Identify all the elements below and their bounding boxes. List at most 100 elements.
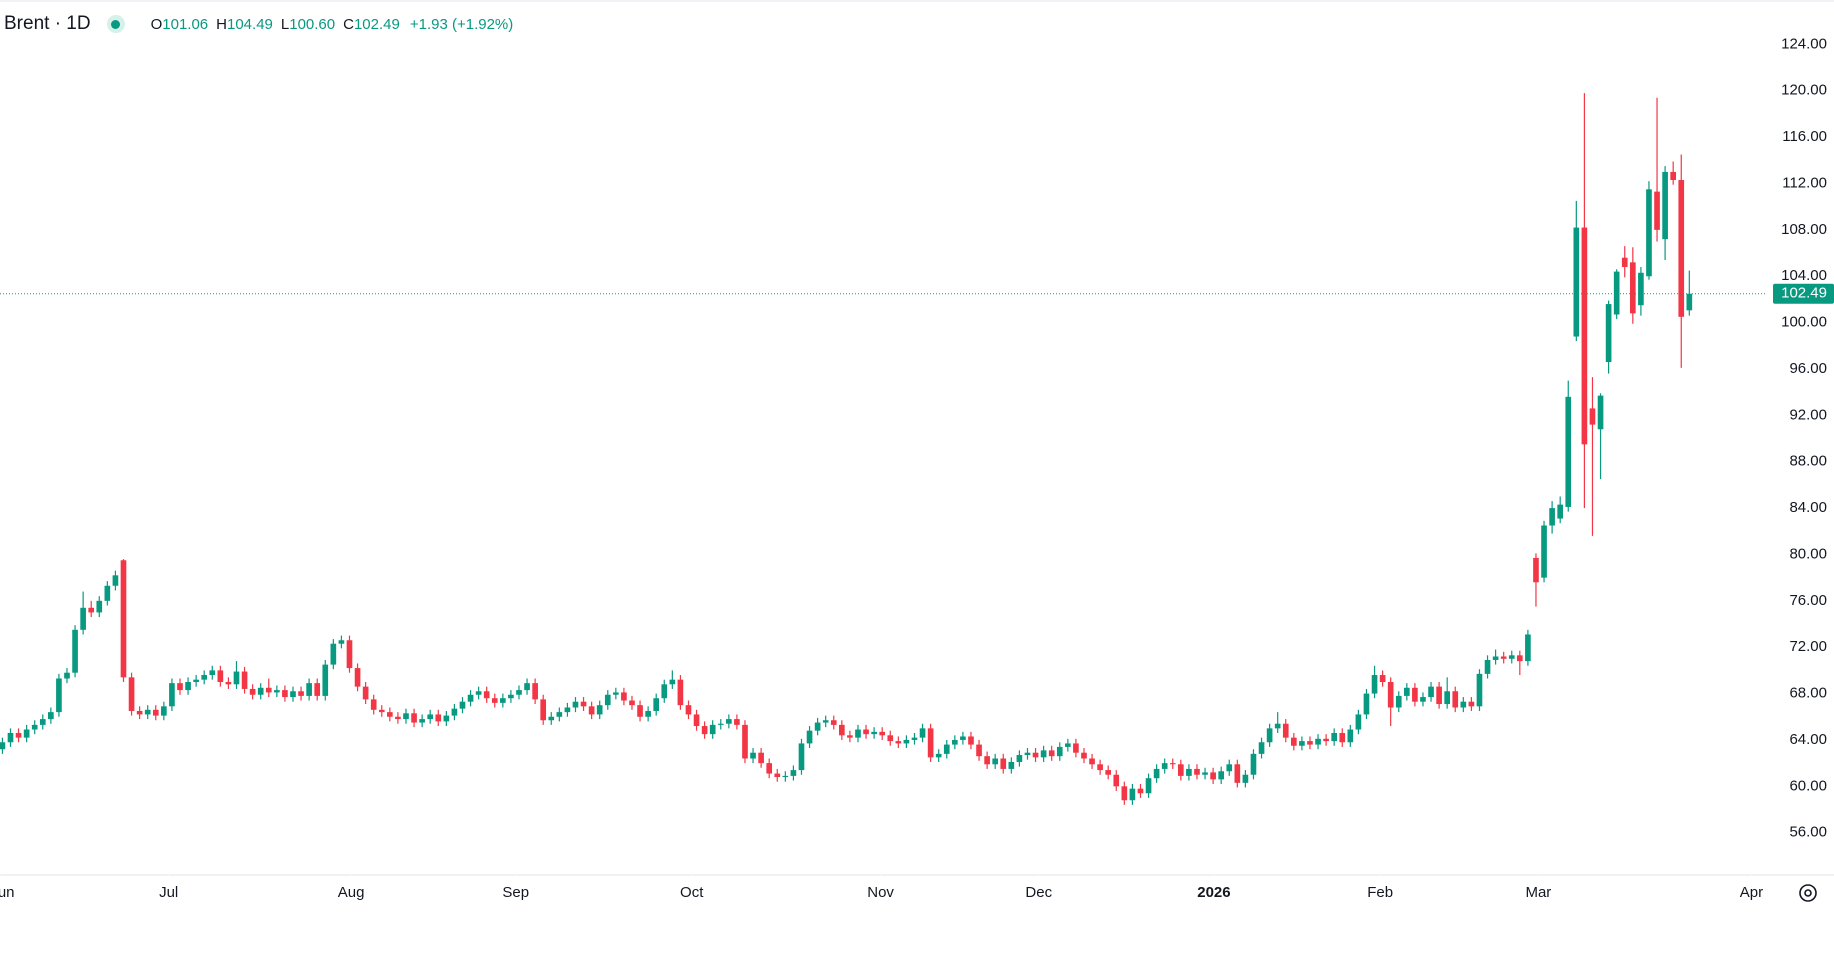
candle-body (475, 691, 482, 695)
candle-body (1266, 728, 1273, 743)
candle-body (459, 701, 466, 709)
candle-body (274, 690, 280, 693)
candle-body (1565, 396, 1572, 507)
candle-body (1242, 774, 1249, 783)
low-value: 100.60 (289, 15, 336, 33)
open-value: 101.06 (162, 15, 209, 33)
candle-body (387, 712, 393, 717)
x-tick-label: Apr (1740, 884, 1763, 901)
candle-body (225, 681, 232, 685)
y-tick-label: 68.00 (1789, 685, 1827, 702)
candle-body (1258, 742, 1265, 754)
candle-body (1008, 761, 1015, 769)
candle-body (1492, 656, 1499, 660)
candle-body (984, 756, 990, 765)
candle-body (419, 719, 425, 723)
candle-body (1517, 655, 1523, 662)
settings-icon[interactable] (1799, 884, 1817, 902)
candle-body (314, 683, 321, 696)
candle-body (177, 683, 183, 691)
candle-body (249, 688, 256, 695)
candle-body (96, 600, 103, 613)
candle-body (1363, 693, 1370, 715)
candle-body (709, 724, 716, 735)
candle-body (693, 714, 700, 727)
y-tick-label: 104.00 (1781, 267, 1827, 284)
candle-body (395, 716, 401, 720)
candle-body (1000, 758, 1007, 769)
y-tick-label: 116.00 (1782, 128, 1827, 145)
candle-body (265, 687, 272, 693)
candle-body (830, 720, 837, 725)
candle-body (152, 709, 159, 716)
candle-body (1444, 691, 1451, 705)
candle-body (144, 709, 151, 715)
candle-body (1420, 697, 1426, 702)
candle-body (726, 719, 732, 724)
candle-body (1323, 738, 1329, 742)
candle-body (798, 743, 805, 771)
candle-body (209, 670, 216, 676)
candle-body (1137, 788, 1144, 794)
candle-body (217, 670, 224, 682)
candle-body (943, 744, 950, 754)
candle-body (782, 775, 789, 778)
candle-body (564, 707, 571, 713)
symbol: Brent · 1D (4, 13, 91, 34)
candle-body (669, 679, 676, 685)
candle-body (1629, 262, 1636, 314)
candle-body (112, 575, 119, 586)
candle-body (1291, 737, 1297, 746)
y-tick-label: 60.00 (1789, 777, 1827, 794)
candle-body (427, 714, 434, 720)
y-tick-label: 96.00 (1789, 360, 1827, 377)
candle-body (1186, 768, 1192, 776)
change-value: +1.93 (+1.92%) (409, 15, 514, 33)
candle-body (1016, 755, 1023, 762)
candle-body (952, 739, 958, 745)
candle-body (1089, 758, 1095, 765)
candle-body (1549, 508, 1555, 526)
candle-body (596, 705, 603, 715)
candle-body (1589, 408, 1596, 425)
candle-body (500, 698, 506, 703)
candle-body (814, 722, 821, 731)
candle-body (1412, 687, 1418, 702)
candle-body (653, 698, 660, 711)
candle-body (1468, 701, 1475, 707)
candle-body (435, 714, 442, 722)
candle-body (1581, 227, 1588, 445)
candle-body (491, 698, 498, 703)
candle-body (742, 724, 748, 759)
candle-body (233, 671, 240, 685)
candle-body (960, 736, 966, 740)
candle-body (790, 770, 797, 776)
candle-body (637, 705, 643, 717)
candle-body (508, 694, 514, 699)
candle-body (1194, 768, 1200, 775)
candle-body (1686, 293, 1693, 311)
candle-body (120, 560, 127, 678)
candle-body (185, 681, 191, 691)
candle-body (362, 686, 369, 700)
label-o: O (150, 15, 163, 33)
candle-body (1404, 687, 1410, 696)
candle-body (1355, 714, 1362, 730)
candle-body (863, 729, 869, 735)
candle-body (15, 732, 22, 738)
candle-body (39, 719, 46, 725)
candle-body (483, 691, 490, 699)
candle-body (1460, 701, 1467, 708)
last-price-label: 102.49 (1781, 285, 1827, 302)
gear-inner (1804, 889, 1812, 897)
candle-body (1073, 743, 1079, 753)
y-tick-label: 84.00 (1789, 499, 1827, 516)
candle-body (88, 607, 95, 613)
candle-body (621, 692, 627, 701)
candle-body (403, 713, 409, 720)
y-tick-label: 76.00 (1789, 592, 1827, 609)
candle-body (588, 706, 595, 715)
candle-body (1670, 171, 1677, 181)
candle-body (1040, 750, 1047, 758)
